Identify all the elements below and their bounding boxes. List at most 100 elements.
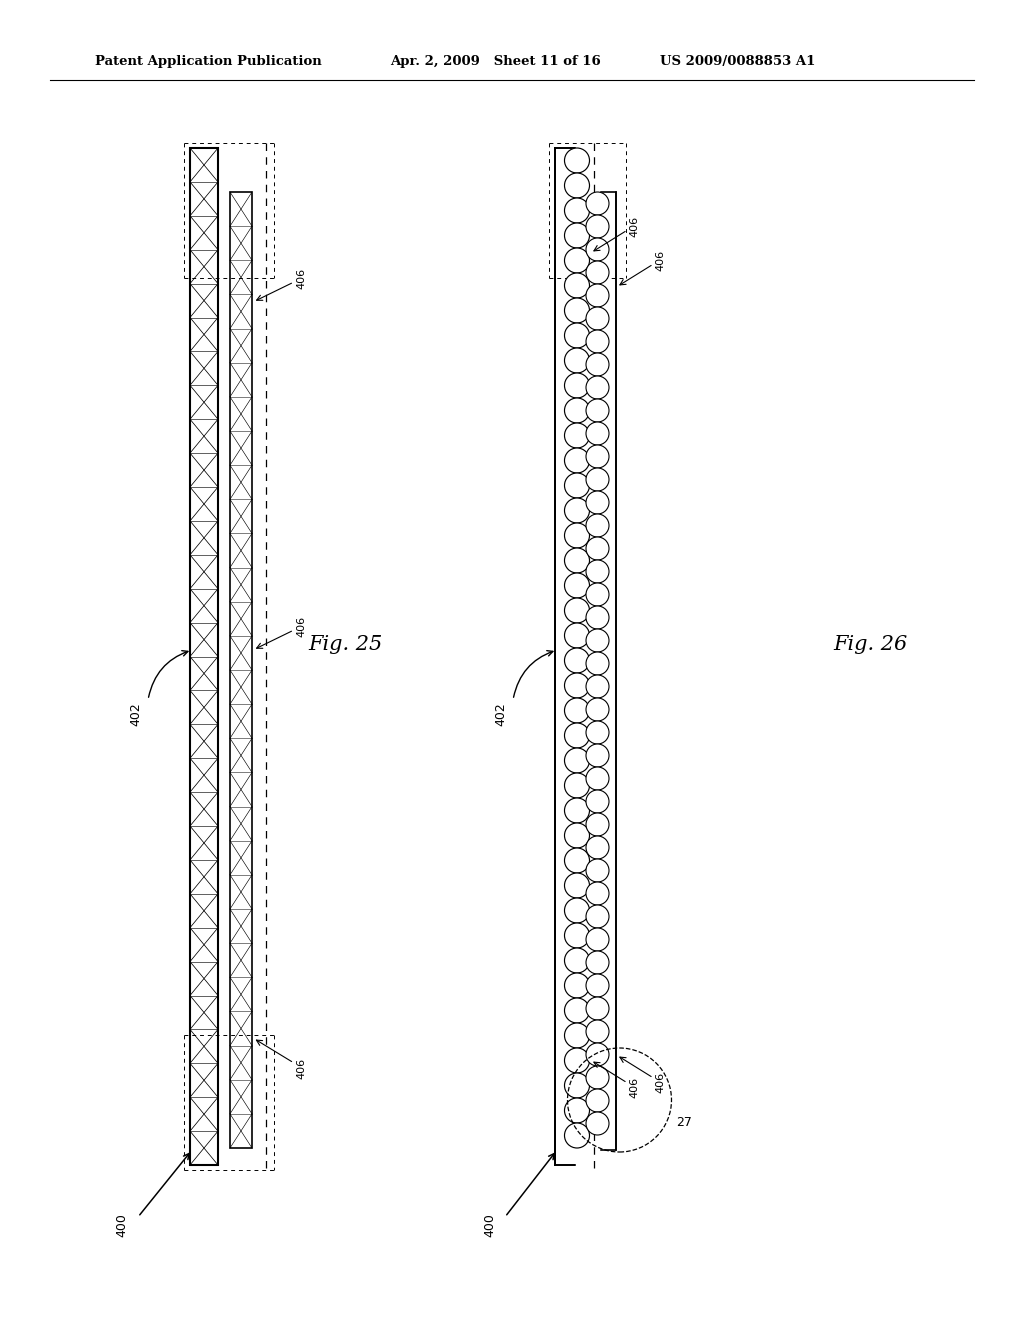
Circle shape: [564, 523, 590, 548]
Circle shape: [586, 1020, 609, 1043]
Circle shape: [586, 422, 609, 445]
Circle shape: [564, 323, 590, 348]
Circle shape: [564, 623, 590, 648]
Circle shape: [564, 473, 590, 498]
Circle shape: [564, 648, 590, 673]
Circle shape: [586, 1067, 609, 1089]
Circle shape: [564, 1123, 590, 1148]
Circle shape: [586, 675, 609, 698]
Text: 27: 27: [677, 1115, 692, 1129]
Text: Fig. 26: Fig. 26: [833, 635, 907, 655]
Circle shape: [564, 748, 590, 774]
Circle shape: [586, 261, 609, 284]
Circle shape: [586, 630, 609, 652]
Circle shape: [586, 836, 609, 859]
Circle shape: [586, 721, 609, 744]
Circle shape: [586, 1043, 609, 1067]
Circle shape: [564, 973, 590, 998]
Circle shape: [564, 348, 590, 374]
Circle shape: [586, 652, 609, 675]
Circle shape: [586, 606, 609, 630]
Circle shape: [586, 537, 609, 560]
Circle shape: [564, 148, 590, 173]
Circle shape: [586, 950, 609, 974]
Circle shape: [586, 376, 609, 399]
Circle shape: [564, 923, 590, 948]
Circle shape: [586, 308, 609, 330]
Text: Fig. 25: Fig. 25: [308, 635, 382, 655]
Circle shape: [564, 173, 590, 198]
Circle shape: [586, 974, 609, 997]
Circle shape: [586, 744, 609, 767]
Text: Apr. 2, 2009   Sheet 11 of 16: Apr. 2, 2009 Sheet 11 of 16: [390, 55, 601, 69]
Circle shape: [586, 859, 609, 882]
Circle shape: [586, 813, 609, 836]
Circle shape: [564, 498, 590, 523]
Text: 406: 406: [630, 215, 640, 236]
Bar: [597, 191, 615, 1150]
Circle shape: [564, 673, 590, 698]
Circle shape: [586, 352, 609, 376]
Circle shape: [586, 560, 609, 583]
Text: 406: 406: [296, 1057, 306, 1078]
Circle shape: [586, 513, 609, 537]
Circle shape: [586, 882, 609, 906]
Circle shape: [586, 928, 609, 950]
Text: 406: 406: [296, 268, 306, 289]
Text: 400: 400: [116, 1213, 128, 1237]
Circle shape: [564, 898, 590, 923]
Bar: [190, 148, 218, 1166]
Circle shape: [586, 491, 609, 513]
Text: 402: 402: [129, 702, 142, 726]
Circle shape: [564, 948, 590, 973]
Bar: [230, 191, 252, 1148]
Circle shape: [586, 789, 609, 813]
Circle shape: [564, 447, 590, 473]
Circle shape: [586, 906, 609, 928]
Circle shape: [564, 1023, 590, 1048]
Text: 406: 406: [655, 249, 666, 271]
Circle shape: [564, 298, 590, 323]
Circle shape: [564, 399, 590, 422]
Circle shape: [586, 191, 609, 215]
Circle shape: [564, 198, 590, 223]
Circle shape: [564, 548, 590, 573]
Circle shape: [564, 873, 590, 898]
Circle shape: [586, 399, 609, 422]
Circle shape: [586, 284, 609, 308]
Circle shape: [586, 445, 609, 469]
Circle shape: [564, 374, 590, 399]
Circle shape: [586, 238, 609, 261]
Circle shape: [564, 774, 590, 799]
Text: 406: 406: [630, 1076, 640, 1097]
Circle shape: [564, 223, 590, 248]
Circle shape: [586, 583, 609, 606]
Circle shape: [586, 330, 609, 352]
Circle shape: [564, 799, 590, 822]
Circle shape: [564, 273, 590, 298]
Circle shape: [564, 1048, 590, 1073]
Circle shape: [586, 215, 609, 238]
Circle shape: [586, 1111, 609, 1135]
Text: 406: 406: [296, 615, 306, 636]
Circle shape: [586, 767, 609, 789]
Circle shape: [564, 598, 590, 623]
Circle shape: [564, 822, 590, 847]
Circle shape: [564, 847, 590, 873]
Circle shape: [586, 698, 609, 721]
Circle shape: [564, 1073, 590, 1098]
Circle shape: [564, 1098, 590, 1123]
Text: 406: 406: [655, 1072, 666, 1093]
Circle shape: [564, 698, 590, 723]
Circle shape: [564, 248, 590, 273]
Circle shape: [564, 573, 590, 598]
Bar: [555, 148, 577, 1166]
Text: 400: 400: [483, 1213, 497, 1237]
Circle shape: [564, 422, 590, 447]
Text: Patent Application Publication: Patent Application Publication: [95, 55, 322, 69]
Circle shape: [586, 997, 609, 1020]
Text: US 2009/0088853 A1: US 2009/0088853 A1: [660, 55, 815, 69]
Circle shape: [586, 1089, 609, 1111]
Circle shape: [586, 469, 609, 491]
Circle shape: [564, 998, 590, 1023]
